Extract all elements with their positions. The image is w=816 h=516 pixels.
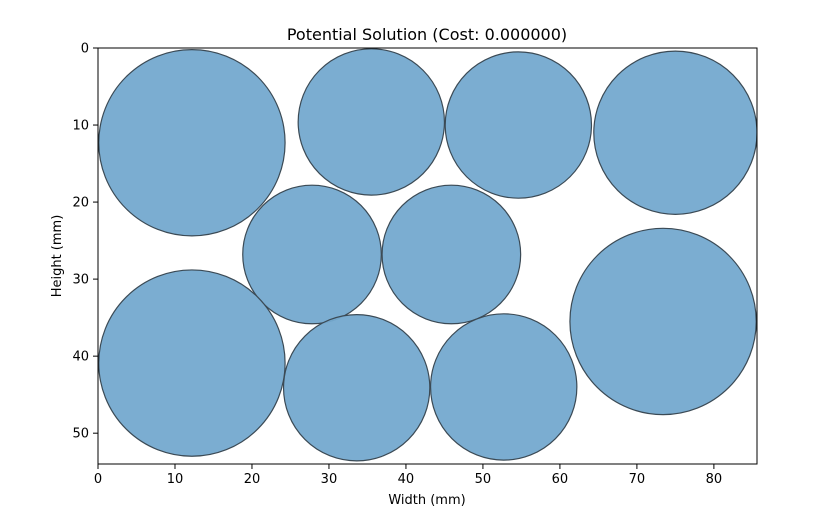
y-axis: 0 10 20 30 40 50 xyxy=(72,42,98,442)
y-tick-label: 20 xyxy=(72,196,89,211)
circle-8 xyxy=(282,313,431,462)
circle-5 xyxy=(242,184,382,325)
x-axis-label: Width (mm) xyxy=(388,493,465,508)
plot-frame xyxy=(97,47,758,465)
circle-2 xyxy=(297,48,446,196)
x-axis: 0 10 20 30 40 50 60 70 80 xyxy=(94,464,722,487)
chart-title: Potential Solution (Cost: 0.000000) xyxy=(287,25,567,44)
x-tick-label: 60 xyxy=(552,472,569,487)
y-tick-label: 40 xyxy=(72,350,89,365)
y-tick-label: 0 xyxy=(81,42,89,57)
x-tick-label: 50 xyxy=(475,472,492,487)
circle-4 xyxy=(593,50,757,215)
x-tick-label: 80 xyxy=(706,472,723,487)
x-tick-label: 30 xyxy=(321,472,338,487)
circle-1 xyxy=(98,49,286,237)
y-tick-label: 30 xyxy=(72,273,89,288)
circle-layer xyxy=(98,48,757,462)
x-tick-label: 20 xyxy=(244,472,261,487)
x-tick-label: 0 xyxy=(94,472,102,487)
x-tick-label: 70 xyxy=(629,472,646,487)
circle-6 xyxy=(381,184,522,325)
y-tick-label: 50 xyxy=(72,427,89,442)
circle-10 xyxy=(569,227,757,416)
y-tick-label: 10 xyxy=(72,119,89,134)
circle-3 xyxy=(444,51,593,199)
x-tick-label: 10 xyxy=(167,472,184,487)
x-tick-label: 40 xyxy=(398,472,415,487)
circle-9 xyxy=(429,313,578,461)
circle-7 xyxy=(98,269,286,457)
y-axis-label: Height (mm) xyxy=(50,215,65,298)
